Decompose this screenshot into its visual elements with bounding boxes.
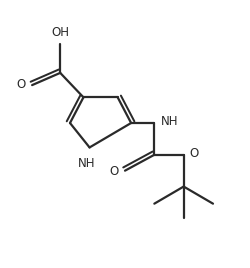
Text: O: O xyxy=(110,165,119,178)
Text: NH: NH xyxy=(78,157,96,170)
Text: NH: NH xyxy=(160,114,178,128)
Text: OH: OH xyxy=(51,26,69,39)
Text: O: O xyxy=(17,78,26,91)
Text: O: O xyxy=(190,147,199,160)
